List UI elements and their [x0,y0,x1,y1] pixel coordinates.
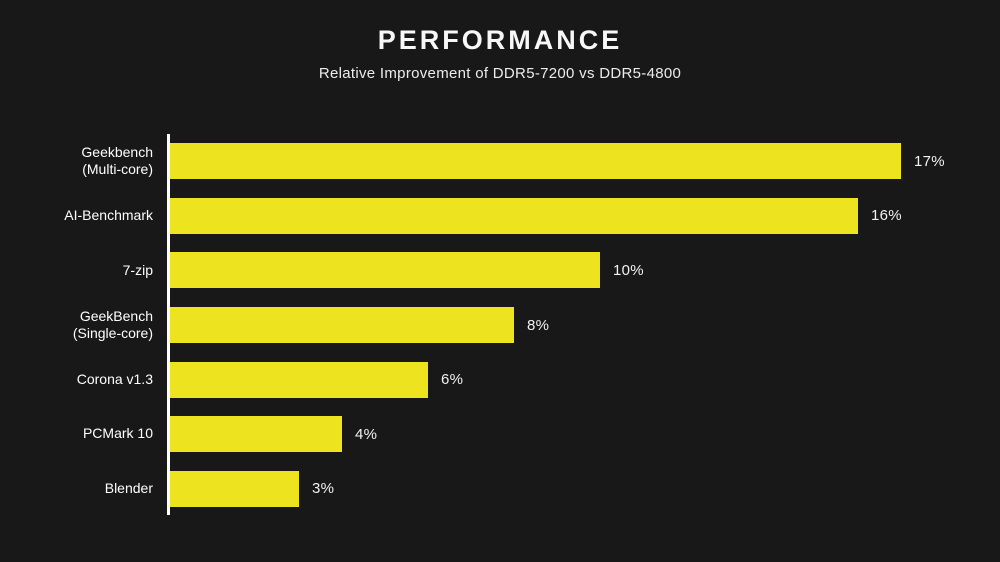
chart-header: PERFORMANCE Relative Improvement of DDR5… [0,25,1000,82]
bar-row: Corona v1.3 6% [0,352,1000,407]
category-label: Geekbench (Multi-core) [81,143,153,178]
value-label: 3% [312,480,335,498]
bar-row: 7-zip 10% [0,243,1000,298]
value-label: 8% [527,316,550,334]
bar-row: PCMark 10 4% [0,407,1000,462]
bar [170,197,858,234]
bar [170,252,600,289]
value-label: 4% [355,425,378,443]
category-label: 7-zip [122,261,153,278]
chart-title: PERFORMANCE [377,25,623,55]
category-label: Blender [104,480,153,496]
category-label: GeekBench (Single-core) [72,307,153,342]
bar-chart: Geekbench (Multi-core) 17% AI-Benchmark 16%… [0,134,1000,516]
category-label: PCMark 10 [82,425,153,442]
bar [170,470,299,507]
value-label: 16% [871,207,902,225]
category-label: Corona v1.3 [76,370,153,387]
bar-rows: Geekbench (Multi-core) 17% AI-Benchmark 16%… [0,134,1000,516]
bar-row: GeekBench (Single-core) 8% [0,298,1000,353]
bar [170,416,342,453]
value-label: 10% [613,261,644,279]
value-label: 17% [914,152,945,170]
value-label: 6% [441,371,464,389]
bar [170,307,514,344]
chart-subtitle: Relative Improvement of DDR5-7200 vs DDR… [318,64,682,82]
bar-row: Blender 3% [0,461,1000,516]
bar-row: AI-Benchmark 16% [0,189,1000,244]
bar-row: Geekbench (Multi-core) 17% [0,134,1000,189]
bar [170,361,428,398]
category-label: AI-Benchmark [64,207,153,224]
y-axis-line [167,134,170,515]
bar [170,143,901,180]
